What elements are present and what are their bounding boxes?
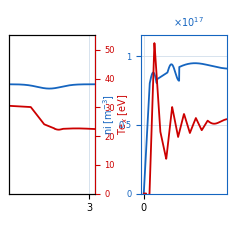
Y-axis label: Te$_x$ [eV]: Te$_x$ [eV] <box>116 94 130 135</box>
Text: $\times10^{17}$: $\times10^{17}$ <box>173 15 204 29</box>
Y-axis label: ni [m$^{-3}$]: ni [m$^{-3}$] <box>101 94 117 135</box>
